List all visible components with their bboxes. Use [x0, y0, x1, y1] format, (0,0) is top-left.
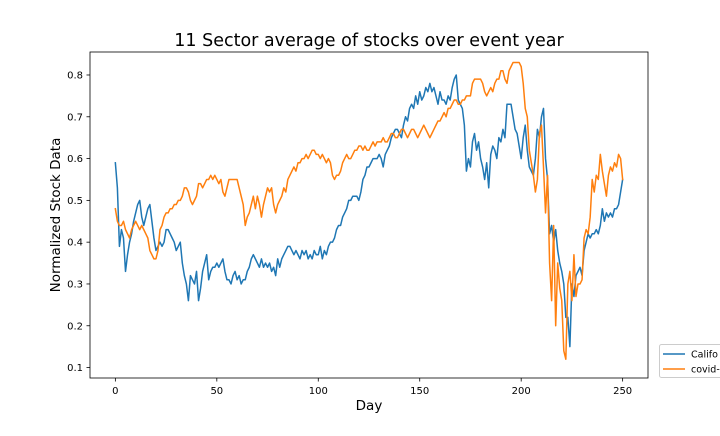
x-axis-label: Day	[356, 398, 383, 414]
x-tick-label: 150	[410, 386, 429, 397]
x-tick-label: 50	[210, 386, 223, 397]
y-tick-label: 0.2	[67, 321, 83, 332]
chart-title: 11 Sector average of stocks over event y…	[174, 31, 564, 51]
y-tick-label: 0.5	[67, 196, 83, 207]
legend: Califo covid-	[660, 345, 720, 378]
y-tick-label: 0.8	[67, 70, 83, 81]
legend-label-2: covid-	[691, 365, 720, 376]
x-tick-label: 200	[512, 386, 531, 397]
legend-label-1: Califo	[691, 350, 718, 361]
y-axis-label: Normalized Stock Data	[48, 138, 64, 293]
x-tick-label: 250	[613, 386, 632, 397]
x-tick-label: 0	[112, 386, 118, 397]
x-tick-label: 100	[309, 386, 328, 397]
y-tick-label: 0.7	[67, 112, 83, 123]
y-tick-label: 0.3	[67, 279, 83, 290]
y-tick-label: 0.6	[67, 154, 83, 165]
y-tick-label: 0.4	[67, 238, 83, 249]
y-tick-label: 0.1	[67, 363, 83, 374]
